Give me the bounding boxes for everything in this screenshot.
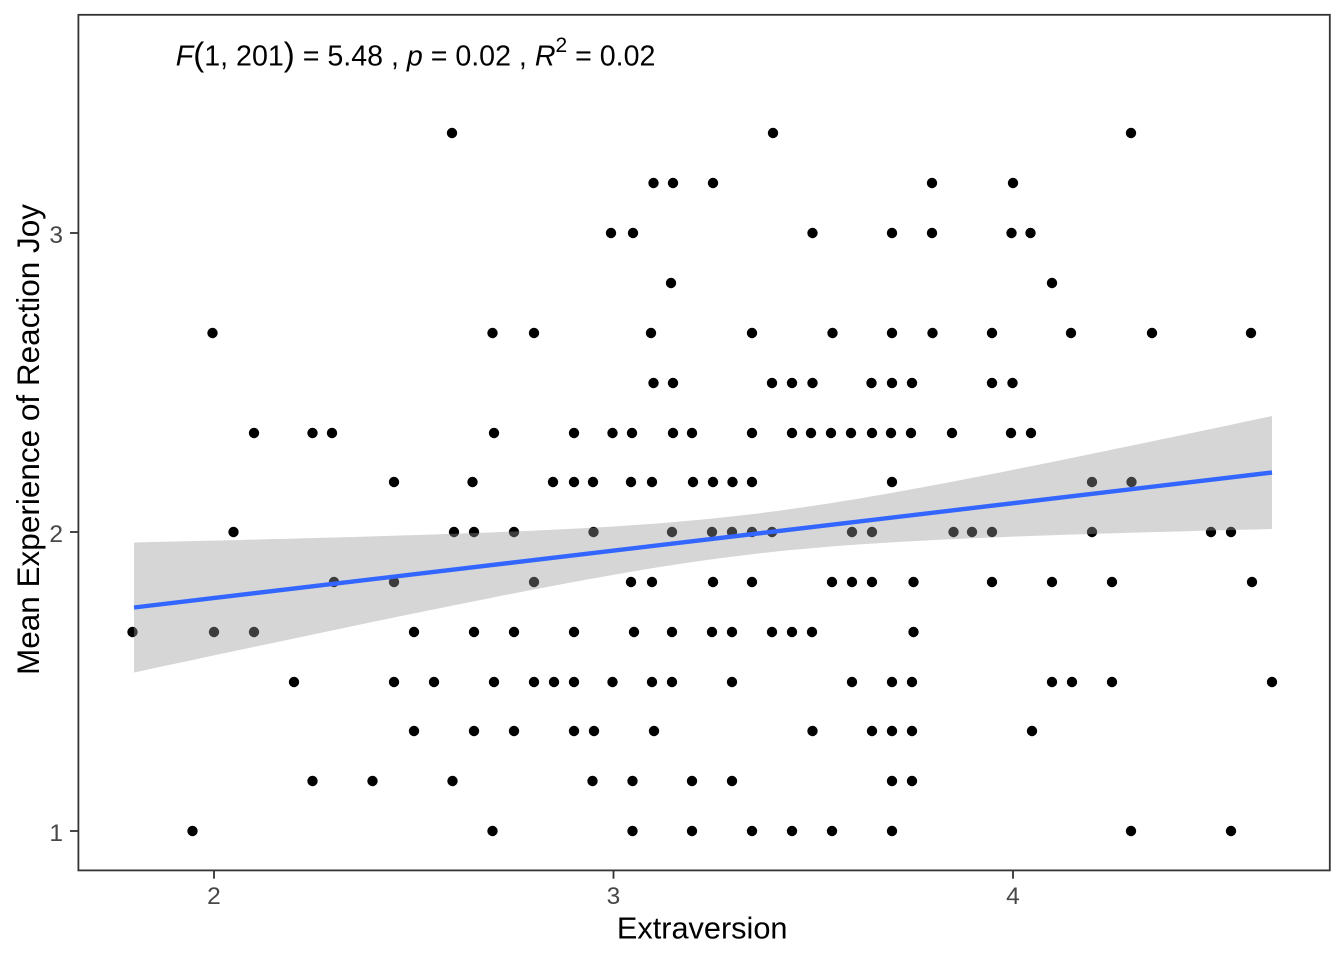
svg-text:2: 2 <box>207 883 221 910</box>
svg-text:Extraversion: Extraversion <box>617 911 788 946</box>
svg-text:F(1, 201) = 5.48 , p = 0.02 ,: F(1, 201) = 5.48 , p = 0.02 , R2 = 0.02 <box>176 34 656 73</box>
svg-text:2: 2 <box>49 521 63 548</box>
svg-text:3: 3 <box>49 222 63 249</box>
svg-text:Mean Experience of Reaction Jo: Mean Experience of Reaction Joy <box>10 204 46 675</box>
svg-text:3: 3 <box>607 883 621 910</box>
svg-text:4: 4 <box>1006 883 1020 910</box>
svg-text:1: 1 <box>49 820 63 847</box>
